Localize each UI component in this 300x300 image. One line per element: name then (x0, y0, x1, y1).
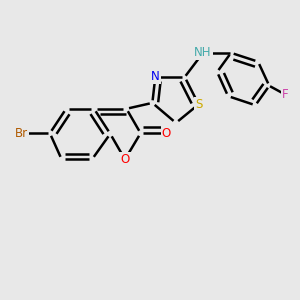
Text: NH: NH (194, 46, 212, 59)
Text: N: N (151, 70, 160, 83)
Text: F: F (282, 88, 289, 101)
Text: Br: Br (15, 127, 28, 140)
Text: O: O (162, 127, 171, 140)
Text: S: S (195, 98, 202, 111)
Text: O: O (120, 153, 130, 166)
